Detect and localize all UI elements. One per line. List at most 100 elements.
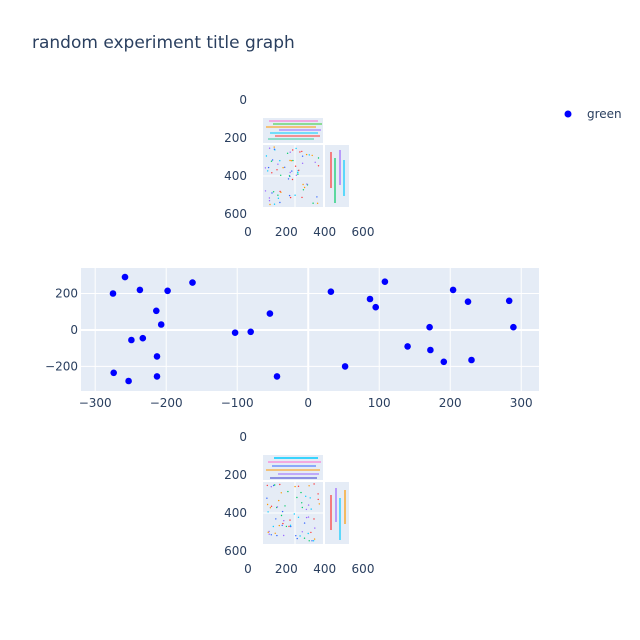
scatter-point[interactable] — [464, 298, 472, 306]
scatter-point[interactable] — [381, 278, 389, 286]
thumbnail-dot — [310, 508, 312, 510]
thumbnail-dot — [279, 201, 281, 204]
scatter-point[interactable] — [125, 377, 132, 385]
thumbnail-dot — [272, 525, 274, 528]
thumbnail-dot — [264, 190, 267, 192]
thumbnail-dot — [267, 511, 269, 513]
x-tick-label: 600 — [352, 225, 375, 239]
thumbnail-dot — [278, 524, 280, 527]
scatter-point[interactable] — [404, 343, 411, 350]
thumbnail-dot — [307, 516, 310, 518]
thumbnail-dot — [275, 518, 277, 520]
scatter-axes: −300 −200 −100 0 100 200 300 200 0 −200 — [45, 287, 533, 410]
y-tick-label: 0 — [239, 430, 247, 444]
scatter-point[interactable] — [510, 323, 517, 331]
scatter-point[interactable] — [139, 334, 147, 342]
scatter-point[interactable] — [440, 358, 448, 366]
thumbnail-dot — [264, 167, 267, 169]
scatter-point[interactable] — [153, 353, 161, 360]
scatter-point[interactable] — [273, 373, 281, 380]
thumbnail-dot — [271, 192, 273, 194]
scatter-point[interactable] — [153, 307, 160, 315]
x-tick-label: −100 — [221, 396, 254, 410]
x-tick-label: −300 — [79, 396, 112, 410]
scatter-point[interactable] — [427, 346, 434, 354]
thumbnail-dot — [271, 159, 274, 161]
thumbnail-dot — [311, 154, 313, 157]
thumbnail-dot — [277, 163, 279, 165]
y-tick-label: 600 — [224, 207, 247, 221]
x-tick-label: −200 — [150, 396, 183, 410]
thumbnail-dot — [303, 522, 306, 524]
thumbnail-dot — [313, 538, 316, 540]
scatter-point[interactable] — [121, 273, 129, 281]
scatter-point[interactable] — [247, 328, 254, 336]
scatter-point[interactable] — [136, 286, 144, 294]
thumbnail-dot — [301, 150, 303, 153]
scatter-point[interactable] — [109, 290, 117, 297]
thumbnail-dot — [305, 516, 308, 519]
scatter-point[interactable] — [153, 373, 161, 380]
scatter-point[interactable] — [327, 288, 335, 296]
thumbnail-dot — [268, 147, 271, 149]
thumbnail-dot — [303, 537, 306, 539]
thumbnail-dot — [308, 154, 310, 156]
y-tick-label: 0 — [70, 323, 78, 337]
thumbnail-dot — [297, 171, 299, 174]
scatter-point[interactable] — [426, 323, 433, 331]
thumbnail-dot — [276, 534, 278, 537]
x-tick-label: 200 — [439, 396, 462, 410]
x-tick-label: 600 — [352, 562, 375, 576]
thumbnail-dot — [282, 167, 284, 169]
scatter-point[interactable] — [505, 297, 513, 305]
scatter-point[interactable] — [468, 356, 475, 364]
scatter-point[interactable] — [372, 303, 380, 311]
legend[interactable]: green — [564, 107, 622, 121]
thumbnail-dot — [269, 507, 272, 509]
scatter-point[interactable] — [189, 279, 196, 286]
scatter-point[interactable] — [366, 295, 374, 303]
scatter-point[interactable] — [266, 310, 274, 317]
thumbnail-dot — [306, 183, 308, 185]
scatter-point[interactable] — [110, 369, 117, 377]
thumbnail-dot — [289, 519, 291, 521]
y-tick-label: −200 — [45, 359, 78, 373]
scatter-point[interactable] — [231, 329, 239, 337]
thumbnail-dot — [288, 525, 290, 528]
scatter-point[interactable] — [341, 363, 349, 370]
scatter-point[interactable] — [449, 286, 457, 294]
thumbnail-dot — [302, 183, 304, 186]
thumbnail-dot — [295, 535, 297, 537]
scatter-panel: −300 −200 −100 0 100 200 300 200 0 −200 — [45, 268, 539, 410]
thumbnail-dot — [279, 483, 281, 486]
thumbnail-dot — [295, 174, 298, 176]
thumbnail-dot — [309, 497, 311, 499]
thumbnail-dot — [284, 505, 286, 507]
x-tick-label: 400 — [313, 562, 336, 576]
thumbnail-dot — [310, 531, 312, 534]
thumbnail-dot — [312, 540, 315, 542]
thumbnail-dot — [301, 506, 303, 509]
thumbnail-dot — [279, 190, 281, 193]
bottom-image-panel: 0 200 400 600 0 200 400 600 — [224, 430, 374, 576]
thumbnail-dot — [271, 172, 273, 174]
thumbnail-dot — [301, 531, 303, 533]
thumbnail-dot — [297, 485, 300, 487]
thumbnail-dot — [311, 540, 313, 542]
scatter-point[interactable] — [164, 287, 171, 295]
thumbnail-dot — [273, 203, 276, 205]
x-tick-label: 0 — [304, 396, 312, 410]
thumbnail-dot — [266, 497, 268, 499]
thumbnail-dot — [307, 504, 310, 506]
thumbnail-dot — [293, 513, 295, 515]
thumbnail-dot — [294, 485, 296, 488]
x-tick-label: 0 — [244, 562, 252, 576]
scatter-point[interactable] — [157, 321, 165, 328]
thumbnail-dot — [302, 189, 305, 191]
scatter-point[interactable] — [128, 336, 135, 344]
thumbnail-dot — [313, 483, 315, 485]
thumbnail-dot — [269, 203, 271, 206]
top-thumbnail — [263, 118, 349, 207]
thumbnail-dot — [284, 166, 286, 168]
